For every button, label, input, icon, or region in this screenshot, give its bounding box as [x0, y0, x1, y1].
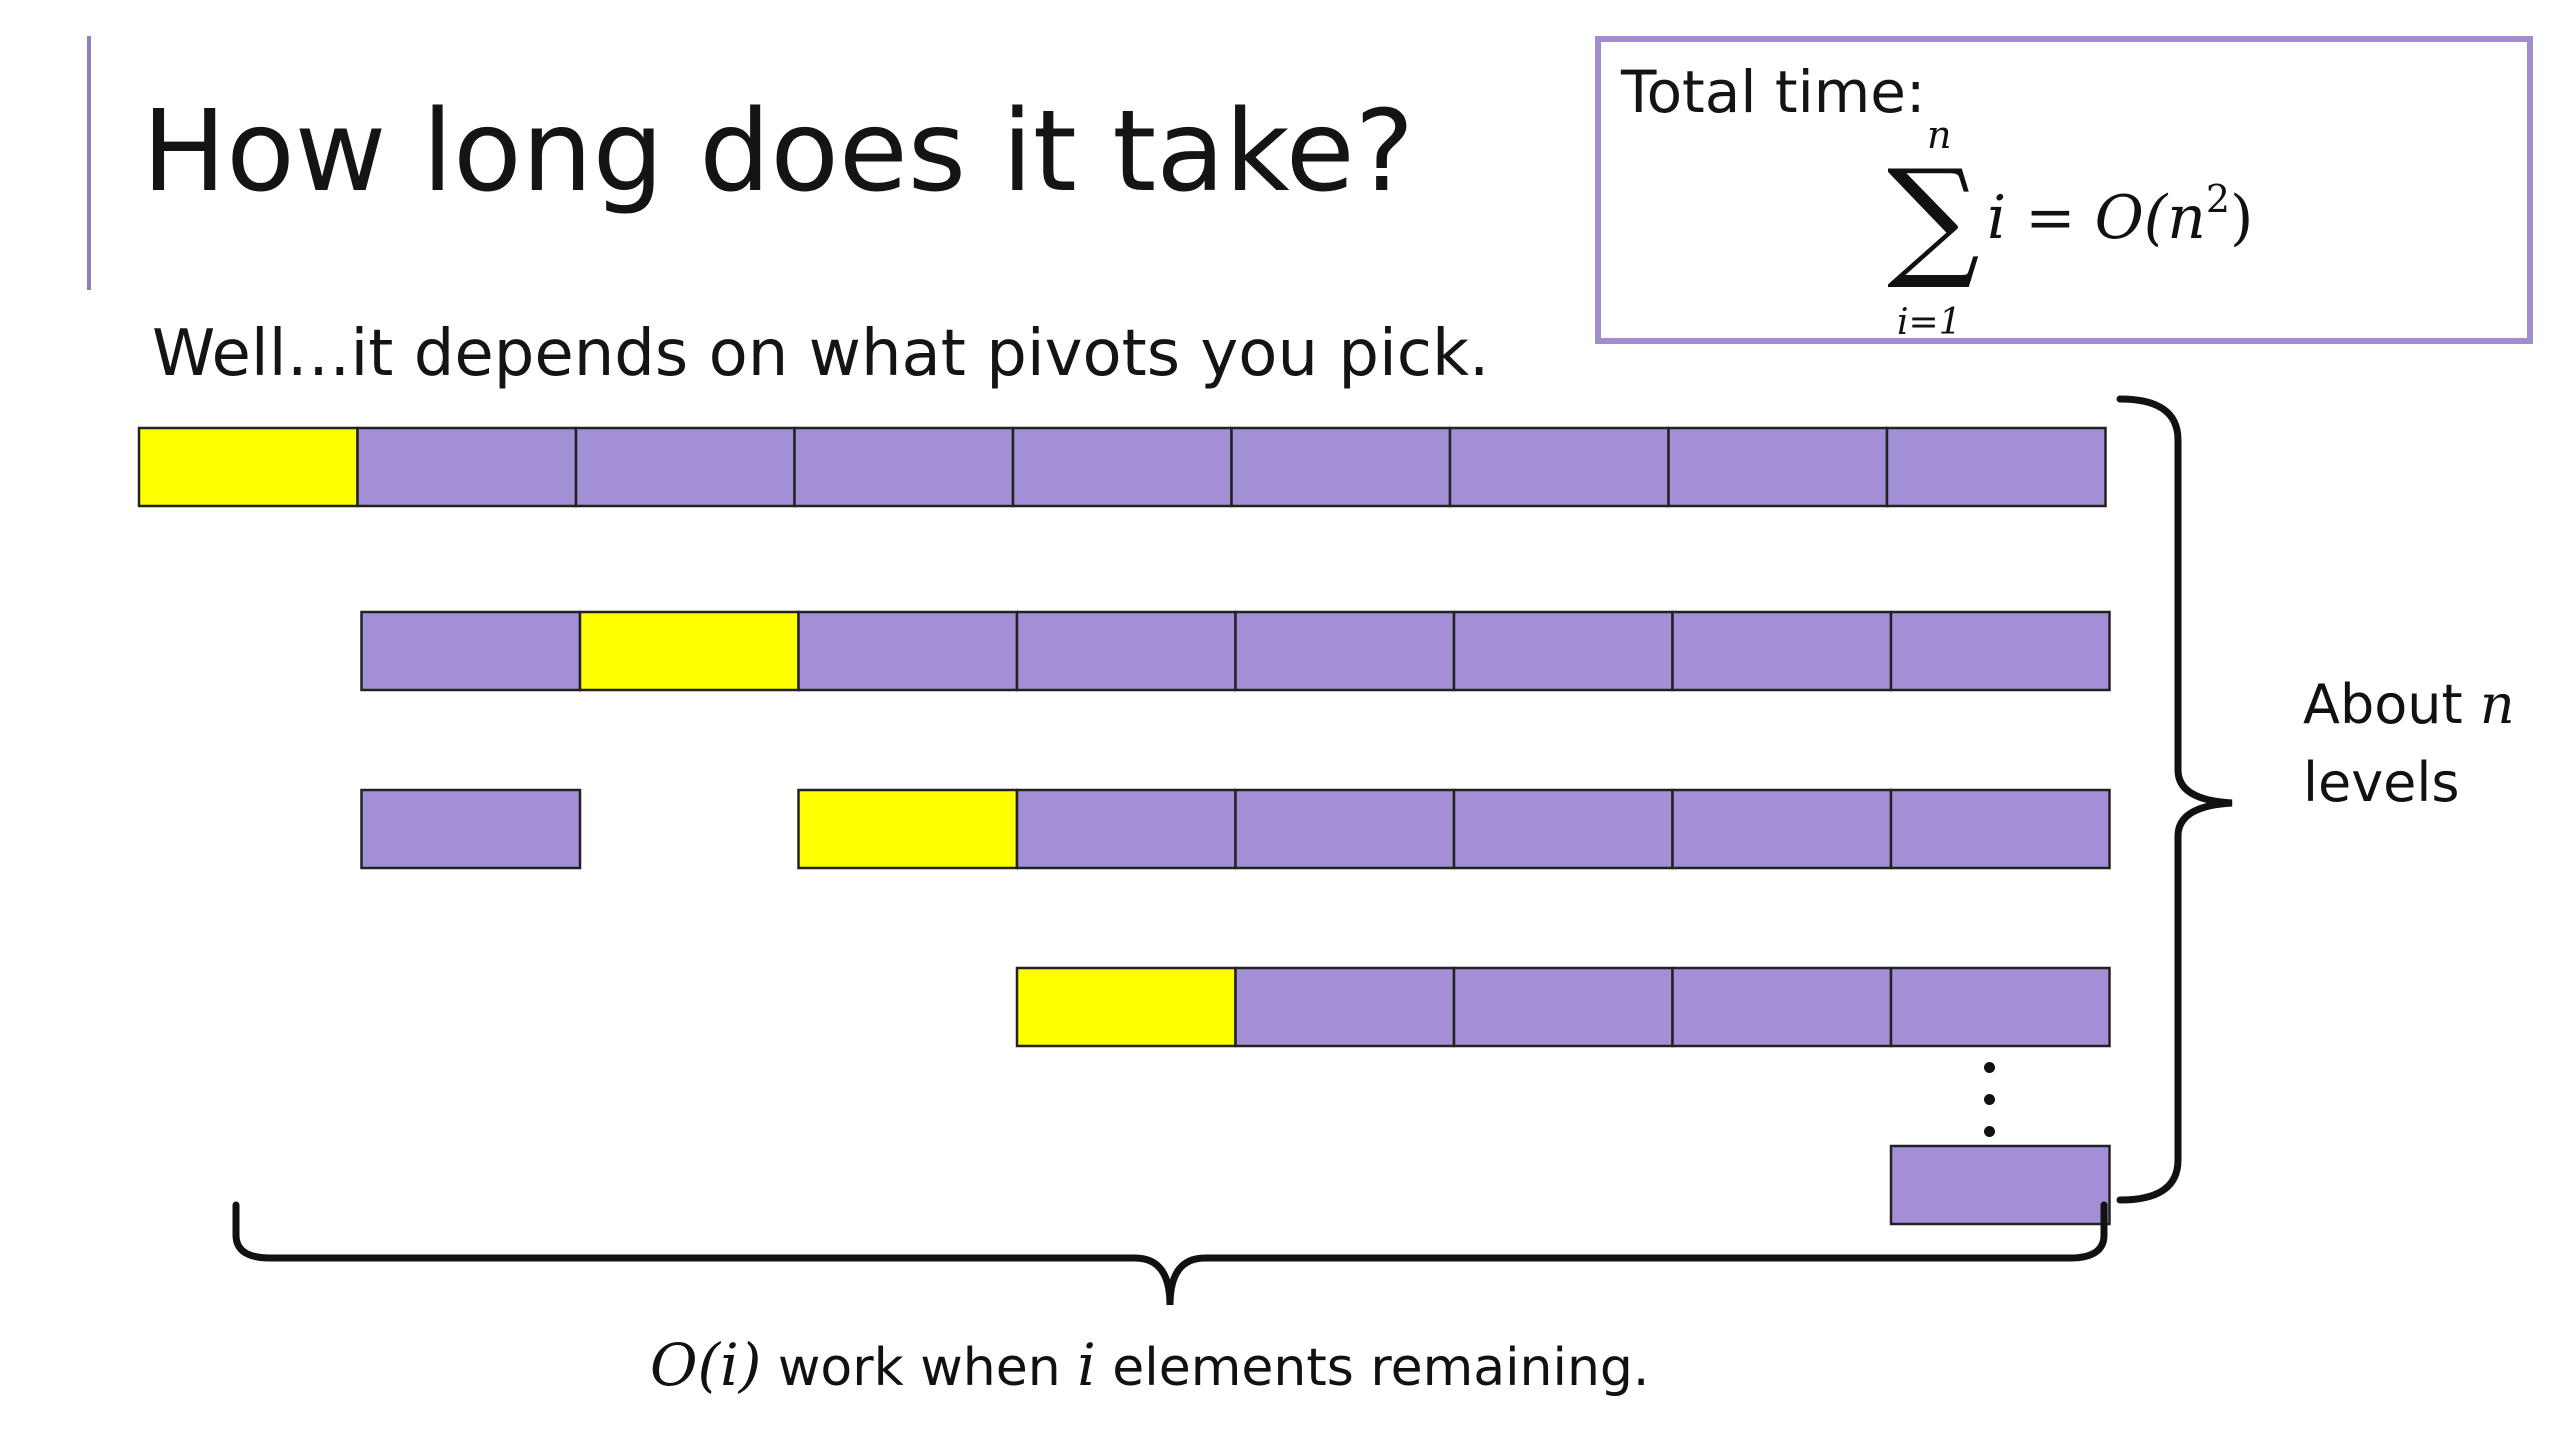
right-brace: [2116, 395, 2233, 1204]
work-label: O(i) work when i elements remaining.: [650, 1325, 1649, 1408]
pivot-cell: [578, 610, 800, 692]
dot-middle: [1984, 1094, 1995, 1105]
slide-subtitle: Well…it depends on what pivots you pick.: [152, 317, 1490, 391]
pivot-cell: [797, 788, 1019, 870]
summation-formula: n ∑ i=1 i = O(n2): [1887, 113, 2253, 343]
summand-exponent: 2: [2206, 177, 2230, 221]
element-cell: [1452, 966, 1674, 1048]
sum-symbol: ∑: [1887, 141, 1980, 293]
pivot-cell: [137, 426, 359, 508]
total-time-label: Total time:: [1621, 58, 1926, 126]
summand-text: i = O(n2): [1987, 177, 2253, 253]
bottom-brace: [232, 1201, 2108, 1306]
array-row: [1889, 1144, 2111, 1226]
array-row: [360, 610, 2111, 692]
element-cell: [1234, 966, 1456, 1048]
element-cell: [1671, 788, 1893, 870]
slide-title: How long does it take?: [142, 87, 1415, 217]
levels-suffix: levels: [2303, 751, 2460, 814]
element-cell: [1234, 610, 1456, 692]
element-cell: [1889, 1144, 2111, 1226]
array-row: [360, 788, 2111, 870]
element-cell: [1889, 788, 2111, 870]
title-accent-bar: [87, 36, 91, 290]
element-cell: [1671, 966, 1893, 1048]
pivot-cell: [1015, 966, 1237, 1048]
sum-upper-limit: n: [1927, 113, 1951, 157]
element-cell: [1452, 788, 1674, 870]
element-cell: [1234, 788, 1456, 870]
summand-close: ): [2230, 183, 2253, 253]
element-cell: [1885, 426, 2107, 508]
array-rows: [137, 426, 2111, 1226]
dot-top: [1984, 1062, 1995, 1073]
dot-bottom: [1984, 1126, 1995, 1137]
element-cell: [1230, 426, 1452, 508]
work-suffix: elements remaining.: [1095, 1338, 1650, 1398]
levels-prefix: About: [2303, 673, 2480, 736]
element-cell: [1011, 426, 1233, 508]
work-middle: work when: [761, 1338, 1078, 1398]
array-row: [1015, 966, 2111, 1048]
element-cell: [1452, 610, 1674, 692]
element-cell: [793, 426, 1015, 508]
element-cell: [360, 788, 582, 870]
levels-var: n: [2479, 673, 2515, 736]
element-cell: [574, 426, 796, 508]
element-cell: [1015, 610, 1237, 692]
sum-lower-limit: i=1: [1897, 302, 1962, 343]
levels-label: About n levels: [2303, 666, 2515, 822]
element-cell: [360, 610, 582, 692]
element-cell: [1667, 426, 1889, 508]
summand-body: i = O(n: [1987, 183, 2206, 253]
element-cell: [1671, 610, 1893, 692]
continuation-dots: [1978, 1058, 2002, 1148]
array-row: [137, 426, 2107, 508]
element-cell: [356, 426, 578, 508]
element-cell: [1448, 426, 1670, 508]
total-time-box: Total time: n ∑ i=1 i = O(n2): [1595, 36, 2533, 344]
element-cell: [1889, 966, 2111, 1048]
work-var: i: [1077, 1331, 1096, 1399]
element-cell: [1889, 610, 2111, 692]
work-big-o: O(i): [650, 1331, 762, 1399]
element-cell: [797, 610, 1019, 692]
element-cell: [1015, 788, 1237, 870]
